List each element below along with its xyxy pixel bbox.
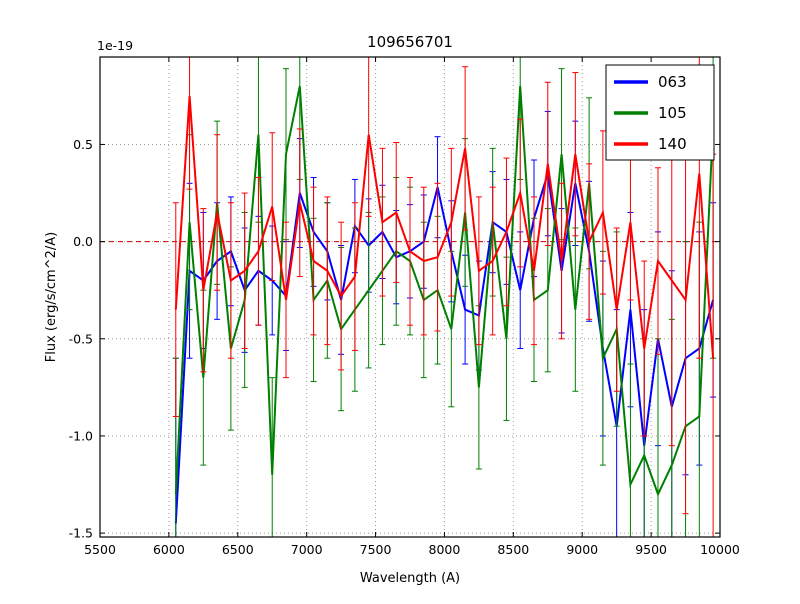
y-tick-label: -0.5 (69, 331, 93, 346)
x-tick-label: 5500 (84, 542, 116, 557)
legend-label-105: 105 (658, 104, 687, 122)
legend-label-140: 140 (658, 135, 687, 153)
x-tick-label: 6000 (153, 542, 185, 557)
x-tick-label: 7000 (291, 542, 323, 557)
legend-label-063: 063 (658, 73, 687, 91)
x-tick-label: 8000 (429, 542, 461, 557)
x-tick-label: 10000 (700, 542, 740, 557)
x-tick-label: 6500 (222, 542, 254, 557)
spectrum-line (174, 95, 715, 359)
y-tick-label: 0.5 (73, 137, 93, 152)
y-axis-offset-text: 1e-19 (97, 38, 133, 53)
y-tick-label: -1.5 (69, 526, 93, 541)
y-tick-label: -1.0 (69, 428, 93, 443)
ticks-and-labels: 5500 6000 6500 7000 7500 8000 8500 9000 9500 1000… (69, 57, 740, 557)
data-series (172, 57, 717, 537)
axes (99, 56, 721, 538)
y-axis-label: Flux (erg/s/cm^2/A) (44, 232, 59, 362)
x-tick-label: 9000 (566, 542, 598, 557)
legend: 063 105 140 (605, 64, 715, 161)
x-axis-label: Wavelength (A) (360, 571, 460, 586)
axes-border (99, 56, 721, 538)
y-tick-label: 0.0 (73, 234, 93, 249)
x-tick-label: 8500 (497, 542, 529, 557)
series-140 (172, 57, 717, 537)
x-tick-label: 7500 (360, 542, 392, 557)
spectrum-line (174, 85, 715, 497)
spectrum-line (174, 173, 715, 524)
x-tick-label: 9500 (635, 542, 667, 557)
plot-title: 109656701 (367, 33, 453, 51)
